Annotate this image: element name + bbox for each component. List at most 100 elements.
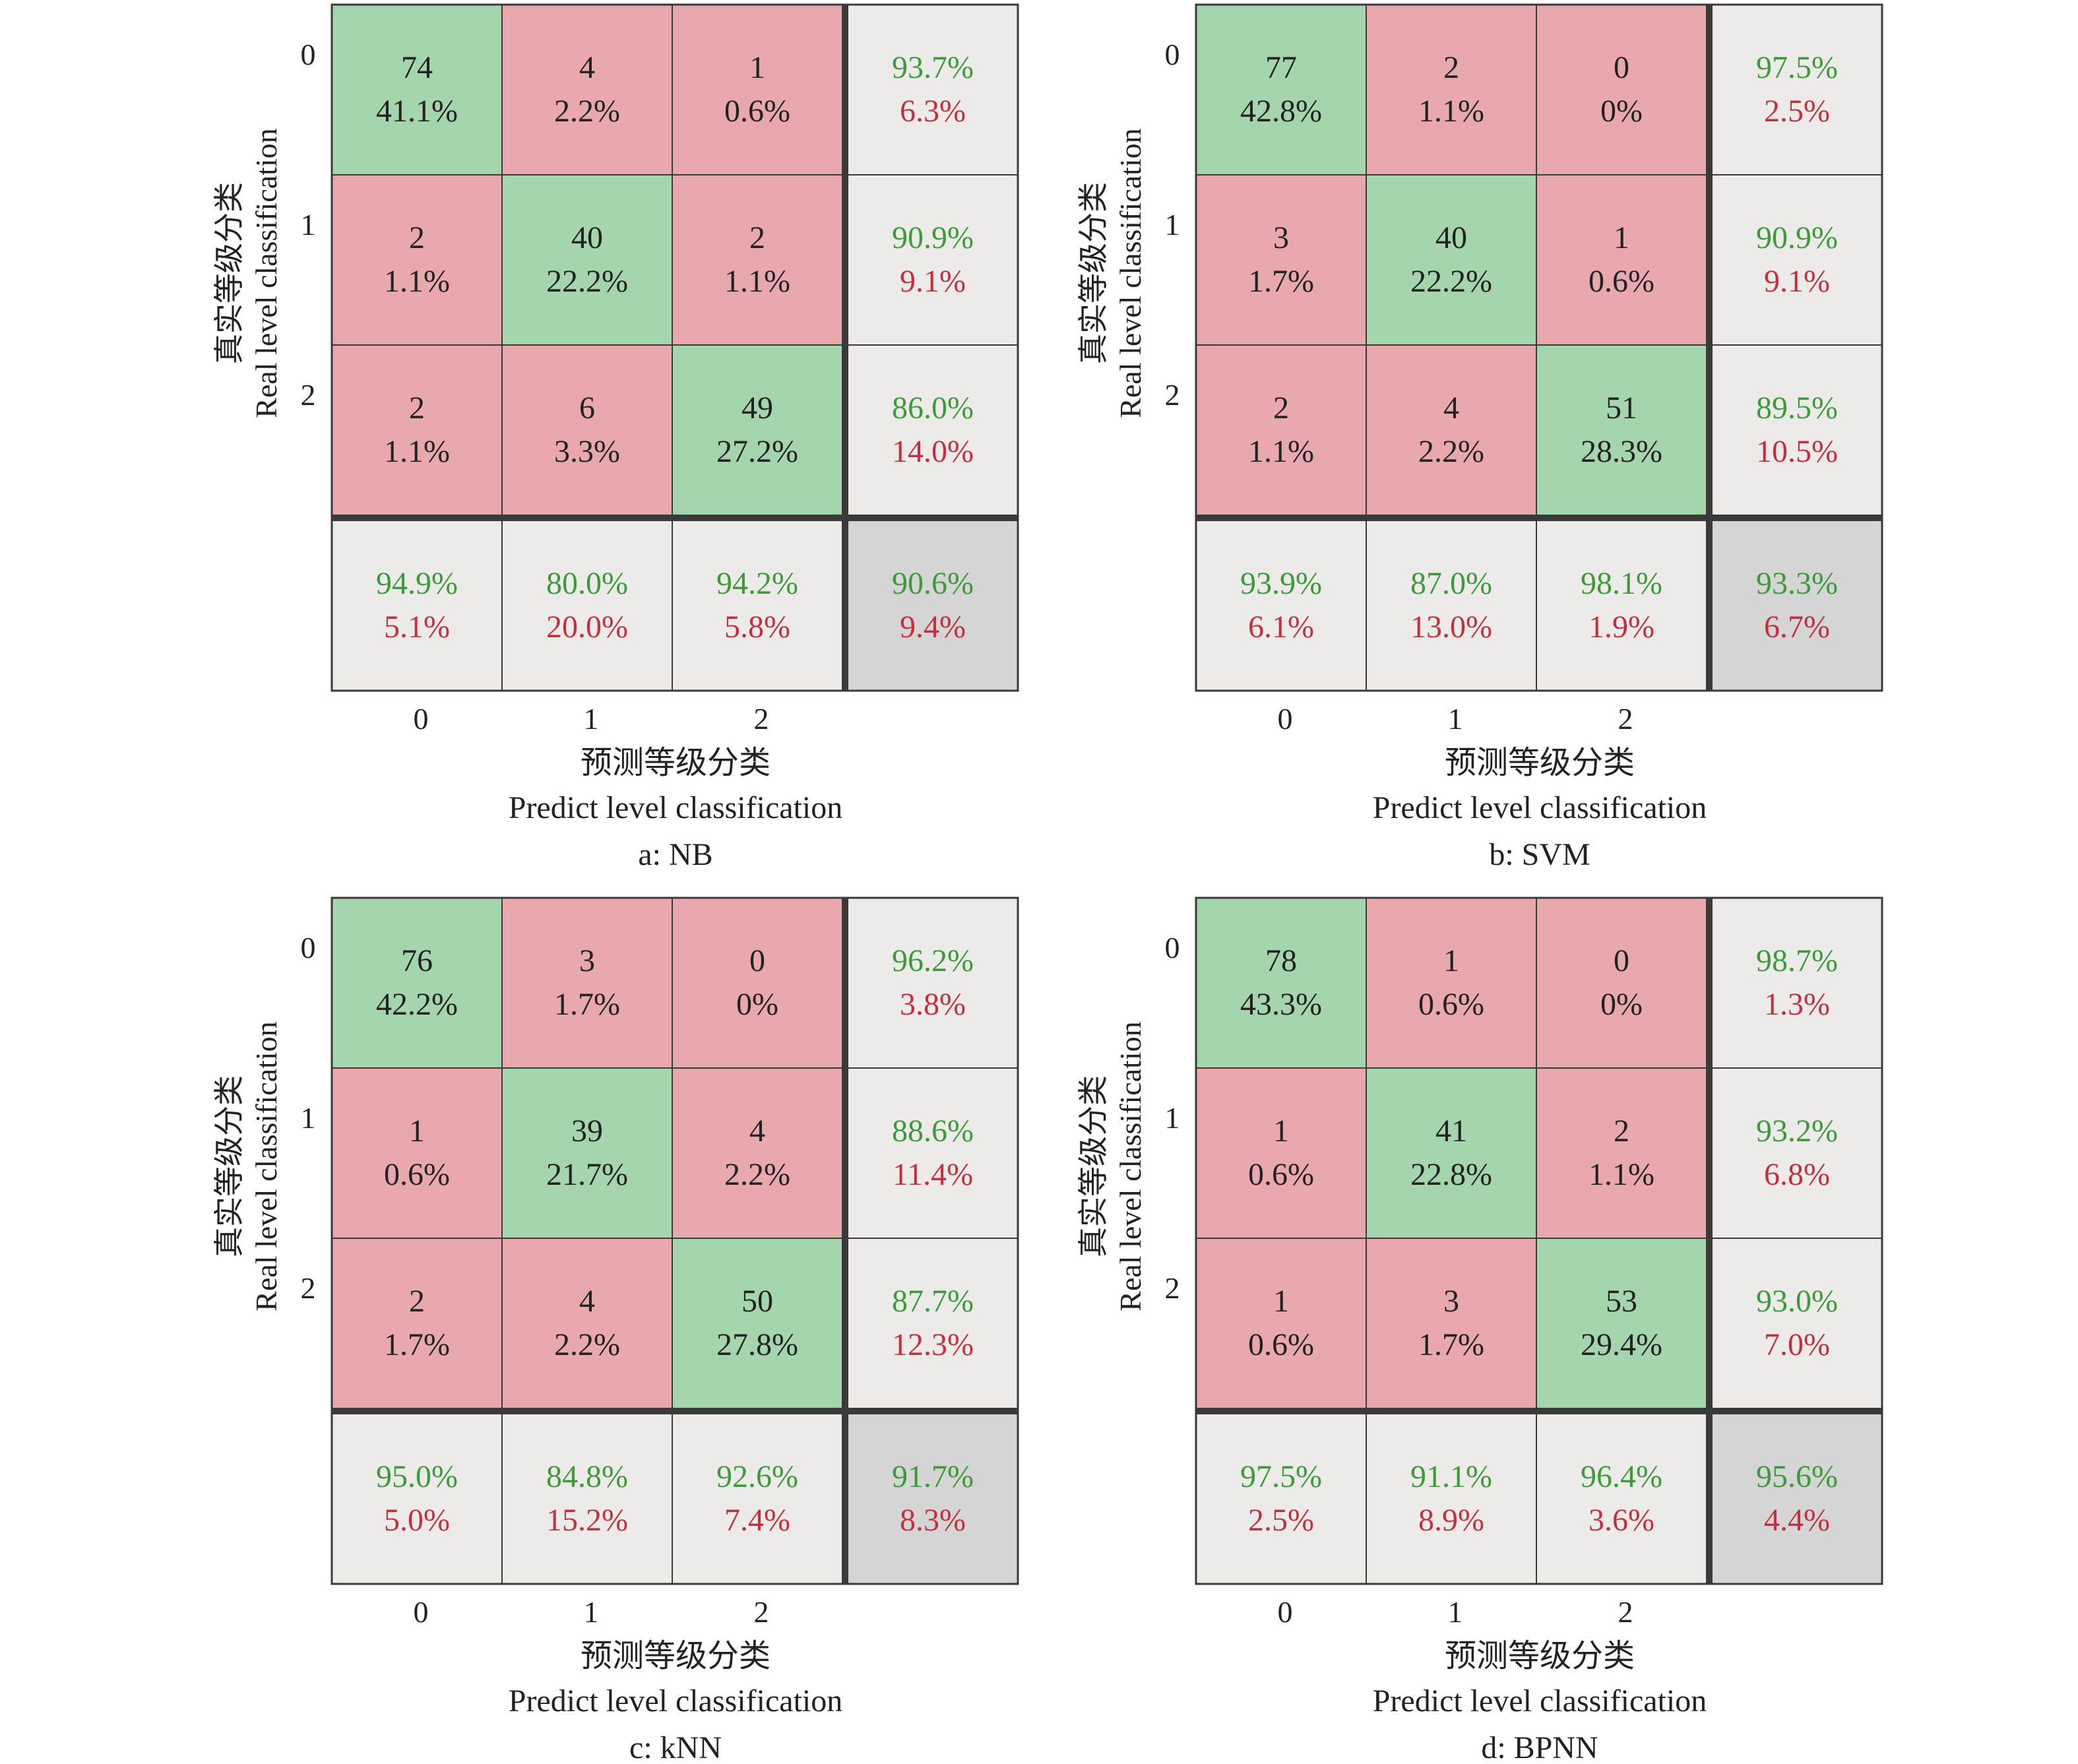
- misclassified-cell: [1195, 1238, 1367, 1409]
- cell-count: 76: [401, 943, 433, 978]
- cell-count: 1: [409, 1114, 425, 1149]
- correct-cell: [1195, 897, 1367, 1069]
- col-false-rate: 5.0%: [384, 1503, 450, 1538]
- col-false-rate: 6.1%: [1248, 610, 1314, 645]
- x-axis-label-zh: 预测等级分类: [1445, 1639, 1635, 1674]
- correct-cell: [1366, 174, 1537, 346]
- confusion-matrix-2: 7642.2%31.7%00%10.6%3921.7%42.2%21.7%42.…: [212, 897, 1019, 1764]
- cell-percent: 0%: [1600, 94, 1643, 129]
- col-false-rate: 2.5%: [1248, 1503, 1314, 1538]
- row-tick-label: 0: [1165, 38, 1180, 71]
- overall-accuracy: 95.6%: [1756, 1459, 1838, 1494]
- row-tick-label: 1: [301, 1101, 316, 1135]
- col-false-rate: 8.9%: [1418, 1503, 1484, 1538]
- row-summary-cell: [1711, 897, 1883, 1069]
- cell-count: 0: [749, 943, 765, 978]
- col-precision: 97.5%: [1240, 1459, 1322, 1494]
- y-axis-label-en: Real level classification: [1114, 128, 1147, 418]
- col-summary-cell: [1195, 520, 1367, 691]
- cell-percent: 1.7%: [384, 1327, 450, 1362]
- col-precision: 94.2%: [716, 566, 798, 601]
- cell-percent: 3.3%: [554, 434, 620, 469]
- misclassified-cell: [1195, 344, 1367, 516]
- col-tick-label: 1: [1448, 702, 1463, 736]
- subfigure-caption: a: NB: [638, 837, 712, 872]
- cell-count: 78: [1265, 943, 1297, 978]
- row-recall: 93.2%: [1756, 1114, 1838, 1149]
- col-tick-label: 2: [754, 702, 769, 736]
- y-axis-label-en: Real level classification: [249, 128, 283, 418]
- row-summary-cell: [1711, 344, 1883, 516]
- misclassified-cell: [1195, 174, 1367, 346]
- col-tick-label: 1: [584, 702, 599, 736]
- col-summary-cell: [1195, 1413, 1367, 1585]
- cell-count: 1: [1614, 220, 1629, 255]
- col-tick-label: 2: [1618, 1595, 1633, 1629]
- misclassified-cell: [331, 1238, 503, 1409]
- row-recall: 97.5%: [1756, 50, 1838, 85]
- misclassified-cell: [331, 344, 503, 516]
- row-miss-rate: 7.0%: [1764, 1327, 1830, 1362]
- cell-percent: 21.7%: [546, 1157, 628, 1192]
- correct-cell: [331, 897, 503, 1069]
- cell-percent: 2.2%: [554, 94, 620, 129]
- row-recall: 93.7%: [892, 50, 974, 85]
- col-tick-label: 1: [1448, 1595, 1463, 1629]
- row-recall: 88.6%: [892, 1114, 974, 1149]
- row-tick-label: 0: [301, 931, 316, 964]
- misclassified-cell: [672, 4, 843, 175]
- row-recall: 93.0%: [1756, 1284, 1838, 1319]
- cell-percent: 42.2%: [376, 987, 458, 1022]
- matrix-border: [1195, 897, 1883, 1585]
- cell-percent: 1.1%: [384, 434, 450, 469]
- cell-count: 40: [571, 220, 603, 255]
- row-recall: 87.7%: [892, 1284, 974, 1319]
- row-miss-rate: 9.1%: [900, 264, 966, 299]
- row-summary-cell: [847, 1067, 1019, 1239]
- cell-count: 1: [1443, 943, 1459, 978]
- correct-cell: [672, 344, 843, 516]
- row-miss-rate: 6.3%: [900, 94, 966, 129]
- cell-count: 2: [1614, 1114, 1629, 1149]
- col-precision: 84.8%: [546, 1459, 628, 1494]
- col-tick-label: 2: [754, 1595, 769, 1629]
- overall-error: 8.3%: [900, 1503, 966, 1538]
- row-recall: 96.2%: [892, 943, 974, 978]
- cell-count: 53: [1606, 1284, 1637, 1319]
- correct-cell: [331, 4, 503, 175]
- overall-accuracy: 93.3%: [1756, 566, 1838, 601]
- cell-count: 39: [571, 1114, 603, 1149]
- col-precision: 80.0%: [546, 566, 628, 601]
- cell-percent: 27.2%: [716, 434, 798, 469]
- cell-count: 1: [1273, 1114, 1289, 1149]
- vertical-separator: [842, 898, 848, 1584]
- row-recall: 98.7%: [1756, 943, 1838, 978]
- cell-percent: 22.8%: [1410, 1157, 1492, 1192]
- cell-count: 1: [749, 50, 765, 85]
- misclassified-cell: [672, 897, 843, 1069]
- row-miss-rate: 10.5%: [1756, 434, 1838, 469]
- horizontal-separator: [332, 515, 1018, 520]
- y-axis-label-en: Real level classification: [1114, 1021, 1147, 1311]
- col-tick-label: 0: [414, 1595, 429, 1629]
- cell-percent: 1.7%: [1418, 1327, 1484, 1362]
- cell-count: 3: [1443, 1284, 1459, 1319]
- subfigure-caption: c: kNN: [629, 1730, 722, 1761]
- col-false-rate: 5.8%: [724, 610, 790, 645]
- row-tick-label: 1: [1165, 208, 1180, 241]
- cell-percent: 1.1%: [384, 264, 450, 299]
- correct-cell: [501, 1067, 673, 1239]
- cell-percent: 0.6%: [1418, 987, 1484, 1022]
- horizontal-separator: [1196, 1408, 1882, 1414]
- col-tick-label: 0: [1278, 1595, 1293, 1629]
- col-tick-label: 1: [584, 1595, 599, 1629]
- misclassified-cell: [672, 174, 843, 346]
- cell-count: 4: [579, 1284, 595, 1319]
- cell-count: 2: [409, 391, 425, 425]
- overall-error: 6.7%: [1764, 610, 1830, 645]
- row-tick-label: 0: [301, 38, 316, 71]
- overall-cell: [847, 1413, 1019, 1585]
- row-miss-rate: 14.0%: [892, 434, 974, 469]
- cell-count: 41: [1435, 1114, 1467, 1149]
